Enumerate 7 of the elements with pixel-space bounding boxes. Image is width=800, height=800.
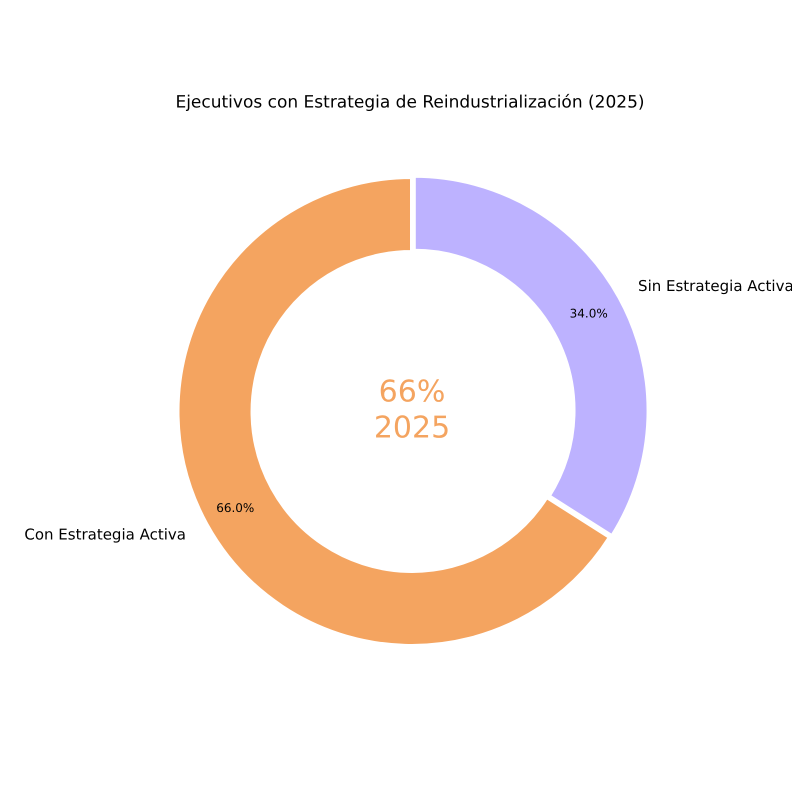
chart-title: Ejecutivos con Estrategia de Reindustrialización (2025) xyxy=(175,92,645,112)
slice-label: Con Estrategia Activa xyxy=(24,526,186,544)
slice-label: Sin Estrategia Activa xyxy=(638,277,794,296)
data-label: 66.0% xyxy=(216,500,254,515)
text: 2025 xyxy=(374,410,450,446)
text: 66% xyxy=(378,374,446,410)
data-label: 34.0% xyxy=(570,306,608,320)
